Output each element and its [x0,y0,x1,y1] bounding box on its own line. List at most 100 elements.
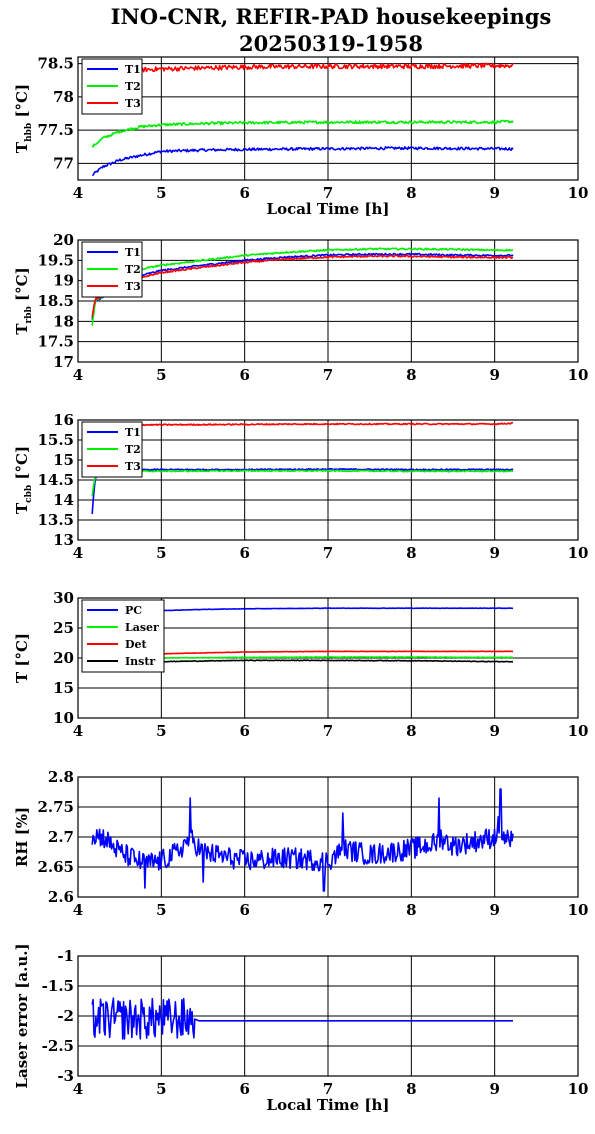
x-tick-label: 8 [406,901,416,919]
x-tick-label: 6 [239,1080,249,1098]
series-group [91,788,514,892]
y-tick-label: 10 [53,709,74,727]
x-tick-label: 7 [323,184,333,202]
legend: T1 T2 T3 [81,421,143,478]
y-tick-label: 2.65 [37,858,74,876]
y-axis-label-unit: [°C] [13,446,31,485]
x-tick-label: 9 [489,1080,499,1098]
y-tick-label: 14.5 [37,471,74,489]
x-tick-label: 5 [156,722,166,740]
series-line-t2 [91,119,514,148]
y-axis-label-main: Laser error [a.u.] [13,943,31,1088]
y-tick-label: -1.5 [42,977,74,995]
legend-label-t1: T1 [125,426,141,439]
x-tick-label: 8 [406,184,416,202]
y-tick-label: 20 [53,231,74,249]
y-tick-label: 20 [53,649,74,667]
legend-label-t1: T1 [125,246,141,259]
chart-panel-6: 4 5 6 7 8 9 10 -1 -1.5 -2 -2.5 -3 Local Time [h] Lase… [13,943,588,1114]
y-tick-label: 30 [53,589,74,607]
x-tick-label: 7 [323,901,333,919]
plot-frame [77,56,579,181]
x-tick-label: 6 [239,184,249,202]
y-tick-label: 13 [53,531,74,549]
y-tick-label: 77 [53,154,74,172]
series-line-t1 [91,467,514,514]
y-tick-label: 18.5 [37,292,74,310]
y-tick-label: 17 [53,353,74,371]
y-axis-label-subscript: hbb [24,123,34,142]
plot-frame [77,419,579,541]
y-tick-label: 15 [53,679,74,697]
x-tick-label: 5 [156,901,166,919]
series-line-laser [127,656,514,660]
y-axis-label: Tcbb [°C] [13,446,34,514]
figure-title-line2: 20250319-1958 [239,31,423,56]
legend-label-laser: Laser [125,621,159,634]
plot-frame [77,597,579,719]
chart-panel-4: 4 5 6 7 8 9 10 10 15 20 25 30 T [°C] PC Laser Det Instr [13,589,588,740]
series-line-t2 [91,469,514,497]
y-tick-label: 25 [53,619,74,637]
y-axis-label-main: T [13,141,31,153]
y-tick-label: -2 [57,1007,74,1025]
plot-frame [77,776,579,898]
chart-panel-5: 4 5 6 7 8 9 10 2.6 2.65 2.7 2.75 2.8 RH [%] [13,768,588,919]
legend-label-t2: T2 [125,443,141,456]
y-tick-label: 17.5 [37,333,74,351]
y-tick-label: 2.75 [37,798,74,816]
y-tick-label: 13.5 [37,511,74,529]
series-line-t3 [127,421,514,427]
legend-label-t2: T2 [125,80,141,93]
y-axis-label-main: T [°C] [13,633,31,683]
x-tick-label: 10 [568,184,589,202]
series-line-t1 [92,146,514,176]
series-line-instr [127,659,514,664]
y-tick-label: 15.5 [37,431,74,449]
y-axis-label: Laser error [a.u.] [13,943,31,1088]
x-tick-label: 6 [239,544,249,562]
y-tick-label: 78 [53,88,74,106]
series-group [127,607,514,664]
y-axis-label-main: T [13,502,31,514]
series-line-main [91,997,513,1040]
x-tick-label: 9 [489,722,499,740]
y-tick-label: -1 [57,947,74,965]
y-tick-label: 2.7 [48,828,74,846]
x-tick-label: 7 [323,366,333,384]
y-axis-label: T [°C] [13,633,31,683]
x-tick-label: 8 [406,1080,416,1098]
y-tick-label: -2.5 [42,1037,74,1055]
x-tick-label: 4 [73,1080,83,1098]
x-tick-label: 10 [568,901,589,919]
x-tick-label: 7 [323,544,333,562]
legend-label-t1: T1 [125,63,141,76]
legend-label-t3: T3 [125,97,141,110]
legend: T1 T2 T3 [81,241,143,298]
x-tick-label: 4 [73,544,83,562]
x-tick-label: 5 [156,366,166,384]
x-tick-label: 4 [73,901,83,919]
legend-label-pc: PC [125,604,142,617]
series-line-t2 [91,247,514,326]
y-tick-label: 19 [53,272,74,290]
y-tick-label: 18 [53,312,74,330]
x-tick-label: 6 [239,722,249,740]
x-axis-label: Local Time [h] [267,200,390,218]
figure-title-line1: INO-CNR, REFIR-PAD housekeepings [111,4,552,29]
x-tick-label: 6 [239,366,249,384]
y-tick-label: 19.5 [37,251,74,269]
x-tick-label: 5 [156,544,166,562]
y-tick-label: 14 [53,491,74,509]
x-tick-label: 5 [156,184,166,202]
series-line-main [91,788,514,892]
series-line-pc [128,607,513,613]
series-line-t3 [91,254,514,317]
y-tick-label: -3 [57,1067,74,1085]
y-axis-label-unit: [°C] [13,267,31,306]
plot-frame [77,239,579,363]
x-tick-label: 10 [568,1080,589,1098]
y-tick-label: 16 [53,411,74,429]
